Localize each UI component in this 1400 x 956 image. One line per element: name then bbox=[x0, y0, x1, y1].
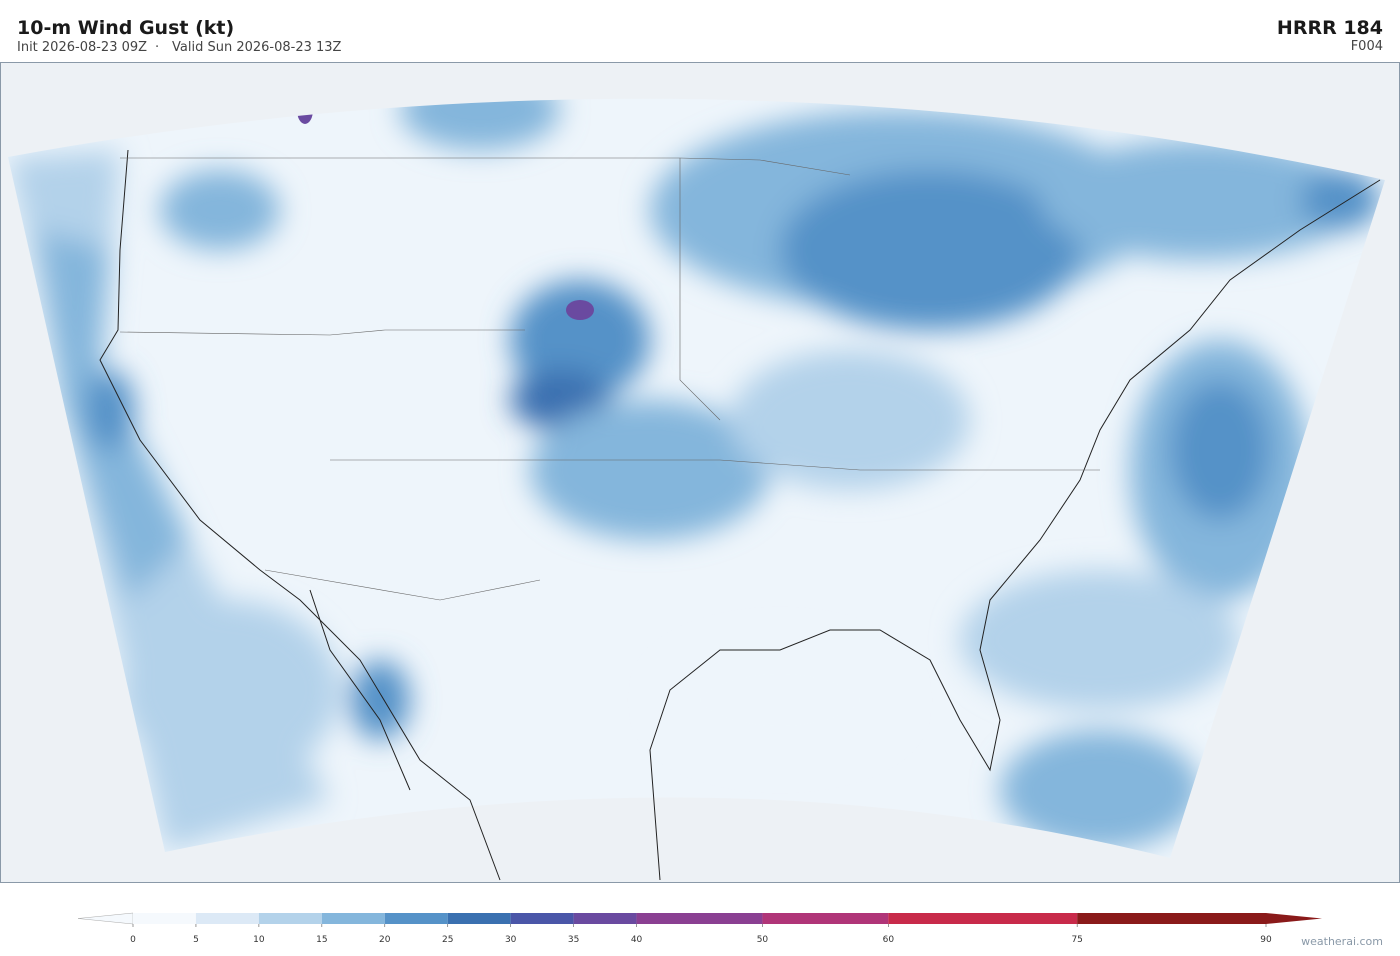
model-name: HRRR 184 bbox=[1277, 17, 1383, 39]
colorbar-segment bbox=[573, 913, 637, 924]
colorbar-segment bbox=[195, 913, 259, 924]
colorbar-tick-label: 0 bbox=[130, 935, 136, 945]
colorbar-segment bbox=[1077, 913, 1266, 924]
colorbar-over bbox=[1266, 913, 1322, 924]
colorbar-segment bbox=[384, 913, 448, 924]
colorbar-segment bbox=[762, 913, 889, 924]
colorbar-segment bbox=[636, 913, 763, 924]
borders bbox=[119, 157, 1100, 601]
colorbar-tick-label: 90 bbox=[1260, 935, 1272, 945]
colorbar-tick-label: 10 bbox=[253, 935, 265, 945]
wind-field bbox=[8, 98, 1380, 852]
colorbar-segment bbox=[258, 913, 322, 924]
coastlines bbox=[99, 149, 1381, 881]
credit: weatherai.com bbox=[1301, 935, 1383, 948]
separator: · bbox=[155, 40, 159, 55]
colorbar-tick-label: 35 bbox=[568, 935, 579, 945]
forecast-hour: F004 bbox=[1351, 39, 1383, 54]
title: 10-m Wind Gust (kt) bbox=[17, 17, 234, 39]
colorbar-under bbox=[77, 912, 134, 925]
init-time: Init 2026-08-23 09Z bbox=[17, 40, 147, 55]
colorbar-tick-label: 60 bbox=[883, 935, 895, 945]
colorbar-tick-label: 15 bbox=[316, 935, 327, 945]
colorbar-segment bbox=[321, 913, 385, 924]
colorbar-segment bbox=[510, 913, 574, 924]
colorbar-segment bbox=[447, 913, 511, 924]
colorbar-tick-label: 30 bbox=[505, 935, 517, 945]
colorbar-tick-label: 5 bbox=[193, 935, 199, 945]
colorbar-tick-label: 50 bbox=[757, 935, 769, 945]
valid-time: Valid Sun 2026-08-23 13Z bbox=[172, 40, 342, 55]
map bbox=[0, 62, 1400, 883]
colorbar-segment bbox=[133, 913, 196, 924]
colorbar-tick-label: 40 bbox=[631, 935, 643, 945]
colorbar-tick-label: 75 bbox=[1071, 935, 1082, 945]
colorbar-tick-label: 20 bbox=[379, 935, 391, 945]
colorbar-tick-label: 25 bbox=[442, 935, 453, 945]
colorbar-segment bbox=[888, 913, 1078, 924]
